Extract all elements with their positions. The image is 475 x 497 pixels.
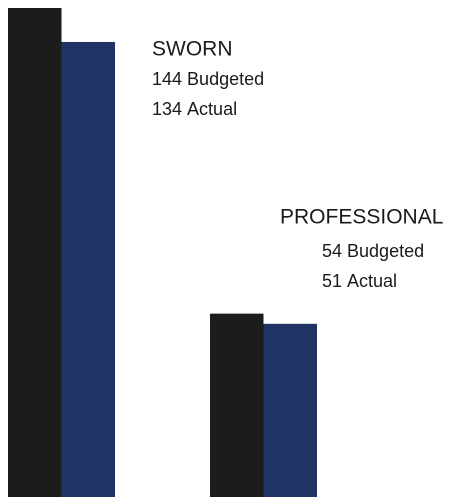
- value: 51: [322, 271, 342, 291]
- series-name: Actual: [187, 99, 237, 119]
- bar: [263, 323, 317, 497]
- category-label: PROFESSIONAL: [280, 206, 443, 229]
- value: 144: [152, 69, 182, 89]
- bar: [210, 313, 264, 497]
- data-label: 51 Actual: [322, 271, 397, 291]
- category-label: SWORN: [152, 38, 233, 61]
- series-name: Budgeted: [187, 69, 264, 89]
- bar: [8, 8, 62, 497]
- data-label: 54 Budgeted: [322, 241, 424, 261]
- series-name: Budgeted: [347, 241, 424, 261]
- data-label: 134 Actual: [152, 99, 237, 119]
- value: 54: [322, 241, 342, 261]
- data-label: 144 Budgeted: [152, 69, 264, 89]
- bar: [61, 41, 115, 497]
- value: 134: [152, 99, 182, 119]
- series-name: Actual: [347, 271, 397, 291]
